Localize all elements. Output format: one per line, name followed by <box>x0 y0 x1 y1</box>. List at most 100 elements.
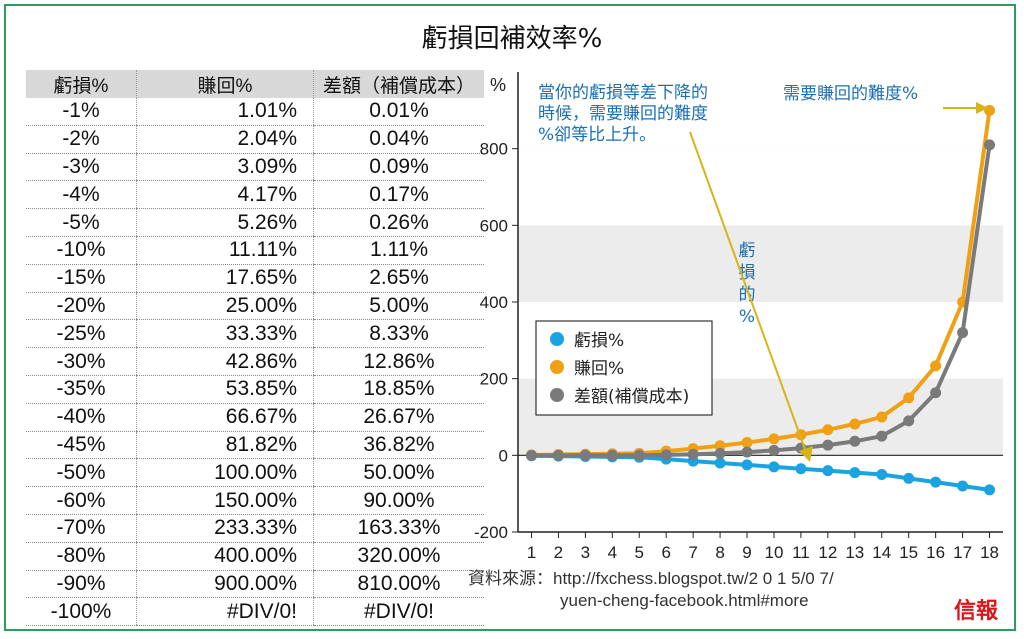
data-point <box>741 459 753 471</box>
cell-recover: 42.86% <box>136 347 314 376</box>
cell-difference: 8.33% <box>313 319 484 349</box>
table-row: -2% 2.04% 0.04% <box>26 125 484 154</box>
data-point <box>660 449 672 461</box>
data-point <box>930 387 942 399</box>
x-tick-label: 13 <box>845 543 864 562</box>
cell-recover: 400.00% <box>136 542 314 571</box>
x-tick-label: 5 <box>635 543 644 562</box>
x-tick-label: 12 <box>818 543 837 562</box>
cell-difference: 90.00% <box>313 486 484 515</box>
x-tick-label: 10 <box>765 543 784 562</box>
cell-recover: 11.11% <box>136 236 314 265</box>
cell-loss: -20% <box>26 292 137 321</box>
cell-recover: 81.82% <box>136 431 314 460</box>
table-row: -60% 150.00% 90.00% <box>26 486 484 515</box>
cell-loss: -30% <box>26 347 137 376</box>
y-tick-label: 200 <box>480 370 508 389</box>
table-row: -50% 100.00% 50.00% <box>26 458 484 488</box>
cell-recover: 53.85% <box>136 375 314 404</box>
cell-difference: 0.04% <box>313 125 484 154</box>
cell-difference: 163.33% <box>313 514 484 543</box>
grid-band <box>518 72 1003 149</box>
data-point <box>768 433 780 445</box>
annotation-left-line: 當你的虧損等差下降的 <box>538 83 708 103</box>
cell-difference: 320.00% <box>313 542 484 571</box>
x-tick-label: 11 <box>792 543 810 562</box>
cell-loss: -45% <box>26 431 137 460</box>
x-tick-label: 14 <box>872 543 891 562</box>
y-tick-label: 400 <box>480 293 508 312</box>
data-point <box>741 446 753 458</box>
annotation-vertical-char: % <box>739 307 755 327</box>
table-row: -3% 3.09% 0.09% <box>26 153 484 182</box>
cell-difference: 1.11% <box>313 236 484 265</box>
table-row: -5% 5.26% 0.26% <box>26 208 484 237</box>
x-tick-label: 1 <box>527 543 536 562</box>
table-row: -35% 53.85% 18.85% <box>26 375 484 404</box>
cell-difference: 0.17% <box>313 180 484 210</box>
data-point <box>579 449 591 461</box>
cell-recover: 2.04% <box>136 125 314 154</box>
data-point <box>876 430 888 442</box>
data-point <box>903 415 915 427</box>
cell-recover: 150.00% <box>136 486 314 515</box>
y-tick-label: 800 <box>480 140 508 159</box>
data-point <box>606 449 618 461</box>
cell-loss: -80% <box>26 542 137 571</box>
cell-loss: -70% <box>26 514 137 543</box>
cell-loss: -1% <box>26 98 137 126</box>
cell-difference: 5.00% <box>313 292 484 321</box>
table-row: -45% 81.82% 36.82% <box>26 431 484 460</box>
cell-loss: -25% <box>26 319 137 349</box>
data-point <box>822 424 834 436</box>
x-tick-label: 18 <box>980 543 999 562</box>
cell-recover: 5.26% <box>136 208 314 237</box>
publisher-logo: 信報 <box>954 598 999 624</box>
legend-box <box>535 320 713 416</box>
cell-recover: #DIV/0! <box>136 597 314 627</box>
header-difference: 差額（補償成本） <box>313 70 484 98</box>
data-point <box>714 440 726 452</box>
x-tick-label: 17 <box>953 543 972 562</box>
x-tick-label: 15 <box>899 543 918 562</box>
cell-loss: -40% <box>26 403 137 432</box>
cell-recover: 33.33% <box>136 319 314 349</box>
data-point <box>714 457 726 469</box>
cell-difference: 36.82% <box>313 431 484 460</box>
legend-label: 賺回% <box>574 359 624 379</box>
data-point <box>633 449 645 461</box>
annotation-left-line: %卻等比上升。 <box>538 125 656 145</box>
legend-marker <box>550 360 564 374</box>
x-tick-label: 16 <box>926 543 945 562</box>
series-line-1 <box>531 453 990 492</box>
x-tick-label: 2 <box>554 543 563 562</box>
table-row: -1% 1.01% 0.01% <box>26 98 484 126</box>
data-point <box>795 463 807 475</box>
header-recover: 賺回% <box>136 70 314 98</box>
source-credit: 資料來源：http://fxchess.blogspot.tw/2 0 1 5/… <box>468 568 834 612</box>
grid-band <box>518 225 1003 302</box>
table-row: -20% 25.00% 5.00% <box>26 292 484 321</box>
cell-recover: 100.00% <box>136 458 314 488</box>
source-line-2: yuen-cheng-facebook.html#more <box>560 591 809 610</box>
cell-difference: 0.26% <box>313 208 484 237</box>
cell-recover: 3.09% <box>136 153 314 182</box>
data-point <box>525 449 537 461</box>
cell-difference: 810.00% <box>313 570 484 599</box>
data-point <box>849 418 861 430</box>
cell-loss: -90% <box>26 570 137 599</box>
x-tick-label: 7 <box>688 543 697 562</box>
data-point <box>768 461 780 473</box>
cell-loss: -10% <box>26 236 137 265</box>
x-tick-label: 4 <box>608 543 617 562</box>
cell-difference: 12.86% <box>313 347 484 376</box>
cell-loss: -4% <box>26 180 137 210</box>
chart-bands <box>518 72 1003 456</box>
cell-recover: 17.65% <box>136 264 314 293</box>
y-tick-label: 600 <box>480 216 508 235</box>
data-point <box>741 437 753 449</box>
x-tick-label: 6 <box>661 543 670 562</box>
data-point <box>903 472 915 484</box>
y-axis-label: % <box>490 75 506 95</box>
